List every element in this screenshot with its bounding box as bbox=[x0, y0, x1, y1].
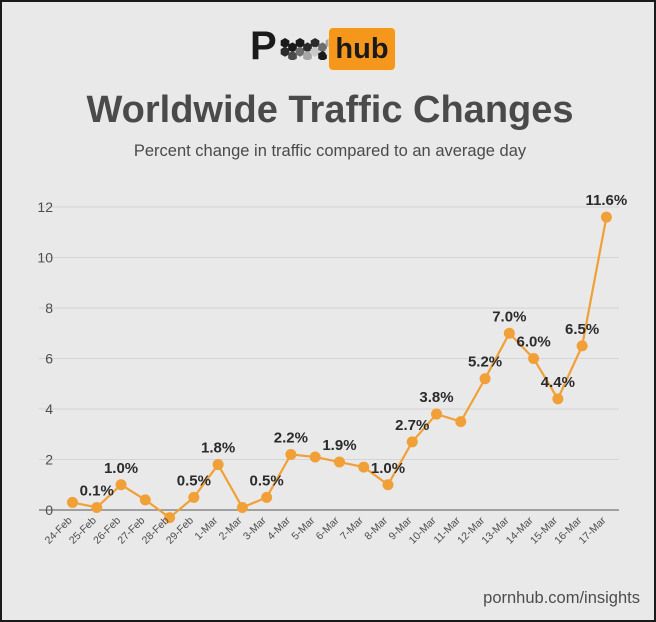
svg-text:0.5%: 0.5% bbox=[250, 472, 284, 489]
svg-text:1.8%: 1.8% bbox=[201, 440, 235, 457]
svg-text:0.5%: 0.5% bbox=[177, 472, 211, 489]
svg-text:5-Mar: 5-Mar bbox=[289, 514, 317, 542]
svg-text:4.4%: 4.4% bbox=[541, 374, 575, 391]
svg-text:2.2%: 2.2% bbox=[274, 429, 308, 446]
svg-text:4-Mar: 4-Mar bbox=[265, 514, 293, 542]
svg-text:10-Mar: 10-Mar bbox=[407, 514, 439, 546]
svg-text:6: 6 bbox=[45, 351, 53, 367]
svg-text:6-Mar: 6-Mar bbox=[314, 514, 342, 542]
svg-text:2.7%: 2.7% bbox=[395, 417, 429, 434]
svg-text:12: 12 bbox=[37, 199, 53, 215]
svg-text:7-Mar: 7-Mar bbox=[338, 514, 366, 542]
svg-text:0: 0 bbox=[45, 502, 53, 518]
svg-text:4: 4 bbox=[45, 401, 53, 417]
svg-text:1.0%: 1.0% bbox=[371, 460, 405, 477]
svg-text:2-Mar: 2-Mar bbox=[217, 514, 245, 542]
svg-text:3-Mar: 3-Mar bbox=[241, 514, 269, 542]
svg-text:7.0%: 7.0% bbox=[492, 308, 526, 325]
svg-text:6.5%: 6.5% bbox=[565, 321, 599, 338]
svg-text:2: 2 bbox=[45, 452, 53, 468]
svg-text:17-Mar: 17-Mar bbox=[577, 514, 609, 546]
svg-text:3.8%: 3.8% bbox=[419, 389, 453, 406]
svg-text:5.2%: 5.2% bbox=[468, 354, 502, 371]
svg-text:8-Mar: 8-Mar bbox=[362, 514, 390, 542]
svg-text:11.6%: 11.6% bbox=[586, 192, 628, 209]
svg-text:1.9%: 1.9% bbox=[322, 437, 356, 454]
svg-text:8: 8 bbox=[45, 300, 53, 316]
svg-text:1-Mar: 1-Mar bbox=[192, 514, 220, 542]
svg-text:0.1%: 0.1% bbox=[80, 482, 114, 499]
svg-text:1.0%: 1.0% bbox=[104, 460, 138, 477]
svg-text:10: 10 bbox=[37, 250, 53, 266]
svg-text:6.0%: 6.0% bbox=[516, 334, 550, 351]
